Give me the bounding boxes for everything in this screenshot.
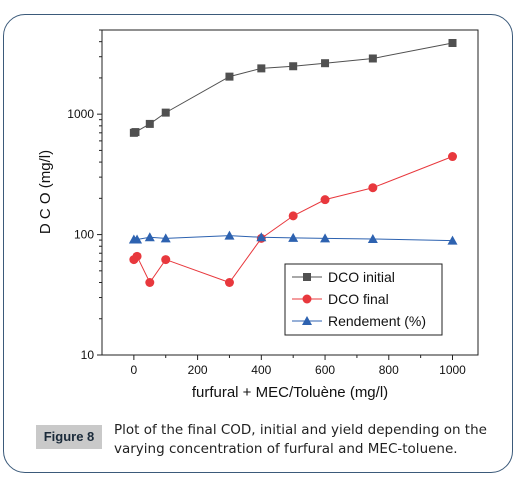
x-tick-label: 400 xyxy=(251,363,271,377)
x-tick-label: 800 xyxy=(379,363,399,377)
legend: DCO initial DCO final Rendement (%) xyxy=(284,263,443,336)
data-point-0-8 xyxy=(368,54,377,63)
legend-label-1: DCO final xyxy=(328,291,389,307)
data-point-0-7 xyxy=(321,59,330,68)
legend-marker-0 xyxy=(303,273,311,281)
data-point-2-6 xyxy=(288,232,299,242)
y-tick-label: 100 xyxy=(74,228,94,242)
x-tick-label: 0 xyxy=(131,363,138,377)
data-point-2-7 xyxy=(320,233,331,243)
axis-ticks: 0 200 400 600 800 1000 10 100 1000 xyxy=(67,29,466,377)
data-point-0-3 xyxy=(161,108,170,117)
plot-area xyxy=(101,29,479,356)
data-point-0-1 xyxy=(131,128,140,137)
legend-label-2: Rendement (%) xyxy=(328,313,426,329)
data-point-1-3 xyxy=(161,255,171,265)
legend-marker-1 xyxy=(302,294,312,304)
data-point-0-6 xyxy=(289,62,298,71)
data-point-2-5 xyxy=(256,232,267,242)
x-tick-label: 1000 xyxy=(439,363,466,377)
series-group xyxy=(128,38,458,288)
data-point-1-7 xyxy=(320,195,330,205)
legend-label-0: DCO initial xyxy=(328,269,395,285)
y-tick-label: 10 xyxy=(81,348,95,362)
data-point-1-1 xyxy=(132,251,142,261)
data-point-0-4 xyxy=(225,72,234,81)
series-line-1 xyxy=(133,156,453,284)
series-line-2 xyxy=(133,235,453,242)
x-tick-label: 200 xyxy=(188,363,208,377)
data-point-1-2 xyxy=(145,278,155,288)
data-point-2-8 xyxy=(367,233,378,243)
caption-text: Plot of the final COD, initial and yield… xyxy=(114,422,487,457)
data-point-2-1 xyxy=(132,234,143,244)
legend-box xyxy=(284,263,443,336)
data-point-2-2 xyxy=(144,232,155,242)
x-tick-label: 600 xyxy=(315,363,335,377)
y-axis-label: D C O (mg/l) xyxy=(37,150,54,234)
data-point-1-8 xyxy=(368,183,378,193)
figure-label: Figure 8 xyxy=(36,425,102,449)
series-line-0 xyxy=(133,42,453,134)
data-point-1-6 xyxy=(288,211,298,221)
data-point-1-4 xyxy=(224,278,234,288)
data-point-2-9 xyxy=(447,235,458,245)
data-point-0-9 xyxy=(448,38,457,47)
data-point-0-2 xyxy=(145,119,154,128)
data-point-0-5 xyxy=(257,64,266,73)
x-axis-label: furfural + MEC/Toluène (mg/l) xyxy=(192,384,388,401)
y-tick-label: 1000 xyxy=(67,107,94,121)
data-point-1-9 xyxy=(448,152,458,162)
data-point-2-4 xyxy=(224,230,235,240)
legend-marker-2 xyxy=(302,316,312,325)
data-point-2-3 xyxy=(160,233,171,243)
figure-caption: Figure 8 Plot of the final COD, initial … xyxy=(36,421,506,465)
